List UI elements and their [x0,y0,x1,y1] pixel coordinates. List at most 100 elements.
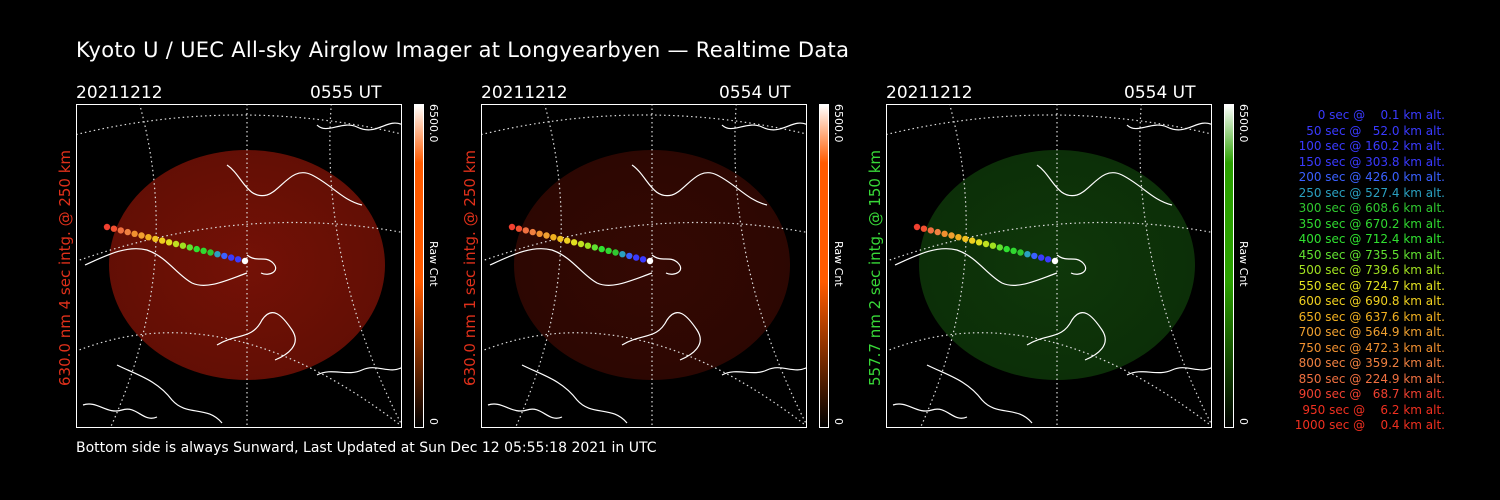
panel-2-ylabel: 630.0 nm 1 sec intg. @ 250 km [461,149,479,386]
lat-lon-grid [77,332,401,427]
trajectory-point [570,239,578,246]
trajectory-point [165,239,173,246]
colorbar-2-label: Raw Cnt [832,241,845,287]
colorbar-1-min: 0 [427,418,440,425]
lat-lon-grid [109,105,157,427]
allsky-map-2 [482,105,806,427]
trajectory-point [605,247,612,254]
legend-row: 400 sec @ 712.4 km alt. [1298,232,1445,246]
coastline [621,312,701,361]
page-title: Kyoto U / UEC All-sky Airglow Imager at … [76,38,850,62]
allsky-image-panel-3 [886,104,1212,428]
trajectory-point [508,223,516,231]
trajectory-point [550,234,557,241]
coastline [1056,254,1087,275]
legend-row: 50 sec @ 52.0 km alt. [1306,123,1445,138]
legend-row: 800 sec @ 359.2 km alt. [1298,356,1445,370]
colorbar-3-max: 6500.0 [1237,104,1250,143]
coastline [487,403,563,419]
legend-row: 550 sec @ 724.7 km alt. [1298,278,1445,293]
legend-row: 650 sec @ 637.6 km alt. [1298,309,1445,324]
trajectory-point [1017,249,1024,256]
panel-1-time: 0555 UT [310,83,382,103]
allsky-image-panel-1 [76,104,402,428]
legend-row: 250 sec @ 527.4 km alt. [1298,185,1445,200]
trajectory-point [584,242,592,249]
trajectory-point [969,237,976,244]
trajectory-point [633,254,640,261]
legend-row: 750 sec @ 472.3 km alt. [1298,340,1445,355]
colorbar-1-max: 6500.0 [427,104,440,143]
trajectory-point [515,225,523,232]
legend-row: 150 sec @ 303.8 km alt. [1298,154,1445,169]
trajectory-point [117,227,124,234]
lat-lon-grid [514,105,562,427]
trajectory-point [179,242,187,249]
trajectory-point [200,247,207,254]
trajectory-point [577,240,585,248]
coastline [226,164,363,206]
coastline [894,248,1058,286]
trajectory-point [172,240,180,248]
trajectory-point [612,249,619,256]
sky-glow [919,150,1195,380]
panel-1-ylabel: 630.0 nm 4 sec intg. @ 250 km [56,149,74,386]
coastline [1126,122,1211,131]
coastline [216,312,296,361]
sky-glow [109,150,385,380]
lat-lon-grid [887,221,1211,262]
colorbar-2 [819,104,829,428]
trajectory-point [1024,251,1031,258]
legend-row: 700 sec @ 564.9 km alt. [1298,325,1445,339]
trajectory-point [1038,254,1045,261]
panel-3-ylabel: 557.7 nm 2 sec intg. @ 150 km [866,149,884,386]
legend-row: 600 sec @ 690.8 km alt. [1298,294,1445,308]
lat-lon-grid [919,105,967,427]
coastline [521,364,628,424]
trajectory-point [228,254,235,261]
lat-lon-grid [482,332,806,427]
coastline [316,122,401,131]
coastline [1126,367,1211,376]
trajectory-point [564,237,571,244]
colorbar-1 [414,104,424,428]
allsky-image-panel-2 [481,104,807,428]
trajectory-point [131,230,138,237]
colorbar-3-label: Raw Cnt [1237,241,1250,287]
trajectory-point [536,230,543,237]
trajectory-point [1044,256,1052,263]
trajectory-point [138,232,145,239]
trajectory-point [1051,257,1059,265]
trajectory-point [927,227,934,234]
lat-lon-grid [887,332,1211,427]
trajectory-point [159,237,166,244]
lat-lon-grid [77,221,401,262]
lat-lon-grid [887,114,1211,135]
panel-2-date: 20211212 [481,83,568,103]
trajectory-point [955,234,962,241]
lat-lon-grid [1139,105,1211,425]
lat-lon-grid [329,105,401,425]
trajectory-point [975,239,983,246]
trajectory-point [1003,245,1010,253]
lat-lon-grid [482,221,806,262]
trajectory-point [103,223,111,231]
trajectory-point [241,257,249,265]
legend-row: 450 sec @ 735.5 km alt. [1298,247,1445,262]
lat-lon-grid [734,105,806,425]
colorbar-2-max: 6500.0 [832,104,845,143]
coastline [1026,312,1106,361]
panel-3-time: 0554 UT [1124,83,1196,103]
coastline [84,248,248,286]
trajectory-point [124,228,131,236]
footer-status: Bottom side is always Sunward, Last Upda… [76,440,657,456]
coastline [316,367,401,376]
legend-row: 950 sec @ 6.2 km alt. [1302,402,1445,417]
coastline [651,254,682,275]
trajectory-point [214,251,221,258]
trajectory-point [522,227,529,234]
legend-row: 350 sec @ 670.2 km alt. [1298,216,1445,231]
legend-row: 100 sec @ 160.2 km alt. [1298,139,1445,153]
trajectory-point [913,223,921,231]
trajectory-point [591,244,598,251]
